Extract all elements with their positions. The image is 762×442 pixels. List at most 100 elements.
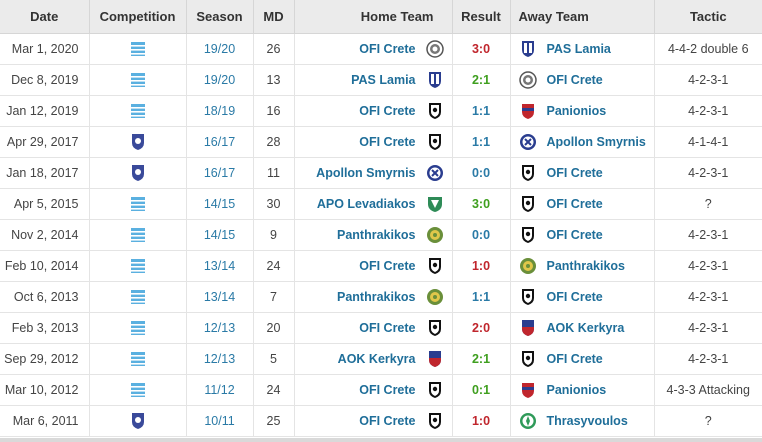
result-cell[interactable]: 3:0 xyxy=(452,33,511,65)
season-link[interactable]: 12/13 xyxy=(186,312,254,344)
result-cell[interactable]: 0:0 xyxy=(452,219,511,251)
panionios-crest[interactable] xyxy=(519,102,537,120)
competition-cell[interactable] xyxy=(89,157,187,189)
home-team-link[interactable]: APO Levadiakos xyxy=(316,197,416,211)
home-team-link[interactable]: OFI Crete xyxy=(359,104,416,118)
match-result-link[interactable]: 0:0 xyxy=(471,166,491,180)
panthrakikos-crest[interactable] xyxy=(426,288,444,306)
super-league-icon[interactable] xyxy=(130,103,146,118)
result-cell[interactable]: 1:1 xyxy=(452,95,511,127)
result-cell[interactable]: 2:0 xyxy=(452,312,511,344)
result-cell[interactable]: 3:0 xyxy=(452,188,511,220)
season-link[interactable]: 16/17 xyxy=(186,126,254,158)
super-league-icon[interactable] xyxy=(130,289,146,304)
match-result-link[interactable]: 1:1 xyxy=(471,290,491,304)
result-cell[interactable]: 1:0 xyxy=(452,405,511,437)
ofi-crete-crest[interactable] xyxy=(426,257,444,275)
panionios-crest[interactable] xyxy=(519,381,537,399)
season-link[interactable]: 18/19 xyxy=(186,95,254,127)
result-cell[interactable]: 0:0 xyxy=(452,157,511,189)
levadiakos-crest[interactable] xyxy=(426,195,444,213)
home-team-link[interactable]: OFI Crete xyxy=(359,383,416,397)
ofi-crete-crest[interactable] xyxy=(426,133,444,151)
competition-cell[interactable] xyxy=(89,281,187,313)
super-league-icon[interactable] xyxy=(130,41,146,56)
thrasyvoulos-crest[interactable] xyxy=(519,412,537,430)
super-league-icon[interactable] xyxy=(130,320,146,335)
header-md[interactable]: MD xyxy=(253,0,295,34)
away-team-link[interactable]: Apollon Smyrnis xyxy=(546,135,646,149)
season-link[interactable]: 12/13 xyxy=(186,343,254,375)
result-cell[interactable]: 1:1 xyxy=(452,281,511,313)
season-link[interactable]: 19/20 xyxy=(186,64,254,96)
competition-cell[interactable] xyxy=(89,64,187,96)
result-cell[interactable]: 0:1 xyxy=(452,374,511,406)
panthrakikos-crest[interactable] xyxy=(426,226,444,244)
competition-cell[interactable] xyxy=(89,188,187,220)
match-result-link[interactable]: 1:1 xyxy=(471,135,491,149)
home-team-link[interactable]: OFI Crete xyxy=(359,259,416,273)
competition-cell[interactable] xyxy=(89,405,187,437)
away-team-link[interactable]: AOK Kerkyra xyxy=(546,321,625,335)
result-cell[interactable]: 2:1 xyxy=(452,64,511,96)
header-home-team[interactable]: Home Team xyxy=(294,0,453,34)
apollon-smyrnis-crest[interactable] xyxy=(426,164,444,182)
match-result-link[interactable]: 2:1 xyxy=(471,73,491,87)
result-cell[interactable]: 2:1 xyxy=(452,343,511,375)
header-competition[interactable]: Competition xyxy=(89,0,187,34)
ofi-crete-crest[interactable] xyxy=(426,412,444,430)
kerkyra-crest[interactable] xyxy=(426,350,444,368)
home-team-link[interactable]: Apollon Smyrnis xyxy=(316,166,416,180)
super-league-icon[interactable] xyxy=(130,72,146,87)
home-team-link[interactable]: AOK Kerkyra xyxy=(337,352,416,366)
season-link[interactable]: 14/15 xyxy=(186,219,254,251)
away-team-link[interactable]: OFI Crete xyxy=(546,166,603,180)
ofi-crete-crest[interactable] xyxy=(519,350,537,368)
result-cell[interactable]: 1:0 xyxy=(452,250,511,282)
away-team-link[interactable]: Panionios xyxy=(546,104,607,118)
competition-cell[interactable] xyxy=(89,219,187,251)
ofi-crete-crest[interactable] xyxy=(426,319,444,337)
header-season[interactable]: Season xyxy=(186,0,254,34)
match-result-link[interactable]: 0:0 xyxy=(471,228,491,242)
competition-cell[interactable] xyxy=(89,126,187,158)
match-result-link[interactable]: 1:0 xyxy=(471,259,491,273)
match-result-link[interactable]: 3:0 xyxy=(471,42,491,56)
season-link[interactable]: 10/11 xyxy=(186,405,254,437)
away-team-link[interactable]: OFI Crete xyxy=(546,197,603,211)
season-link[interactable]: 13/14 xyxy=(186,281,254,313)
away-team-link[interactable]: Thrasyvoulos xyxy=(546,414,628,428)
football-league-icon[interactable] xyxy=(130,165,146,181)
home-team-link[interactable]: Panthrakikos xyxy=(336,290,416,304)
ofi-crete-crest[interactable] xyxy=(426,381,444,399)
match-result-link[interactable]: 1:1 xyxy=(471,104,491,118)
home-team-link[interactable]: OFI Crete xyxy=(359,321,416,335)
super-league-icon[interactable] xyxy=(130,227,146,242)
match-result-link[interactable]: 0:1 xyxy=(471,383,491,397)
match-result-link[interactable]: 2:0 xyxy=(471,321,491,335)
competition-cell[interactable] xyxy=(89,374,187,406)
super-league-icon[interactable] xyxy=(130,382,146,397)
season-link[interactable]: 14/15 xyxy=(186,188,254,220)
competition-cell[interactable] xyxy=(89,312,187,344)
football-league-icon[interactable] xyxy=(130,134,146,150)
season-link[interactable]: 13/14 xyxy=(186,250,254,282)
away-team-link[interactable]: Panthrakikos xyxy=(546,259,626,273)
away-team-link[interactable]: Panionios xyxy=(546,383,607,397)
apollon-smyrnis-crest[interactable] xyxy=(519,133,537,151)
panthrakikos-crest[interactable] xyxy=(519,257,537,275)
kerkyra-crest[interactable] xyxy=(519,319,537,337)
away-team-link[interactable]: OFI Crete xyxy=(546,73,603,87)
super-league-icon[interactable] xyxy=(130,351,146,366)
header-date[interactable]: Date xyxy=(0,0,90,34)
match-result-link[interactable]: 1:0 xyxy=(471,414,491,428)
season-link[interactable]: 19/20 xyxy=(186,33,254,65)
pas-lamia-crest[interactable] xyxy=(519,40,537,58)
home-team-link[interactable]: OFI Crete xyxy=(359,414,416,428)
home-team-link[interactable]: Panthrakikos xyxy=(336,228,416,242)
header-result[interactable]: Result xyxy=(452,0,511,34)
ofi-crete-crest[interactable] xyxy=(425,40,444,58)
home-team-link[interactable]: OFI Crete xyxy=(359,135,416,149)
home-team-link[interactable]: PAS Lamia xyxy=(351,73,416,87)
result-cell[interactable]: 1:1 xyxy=(452,126,511,158)
